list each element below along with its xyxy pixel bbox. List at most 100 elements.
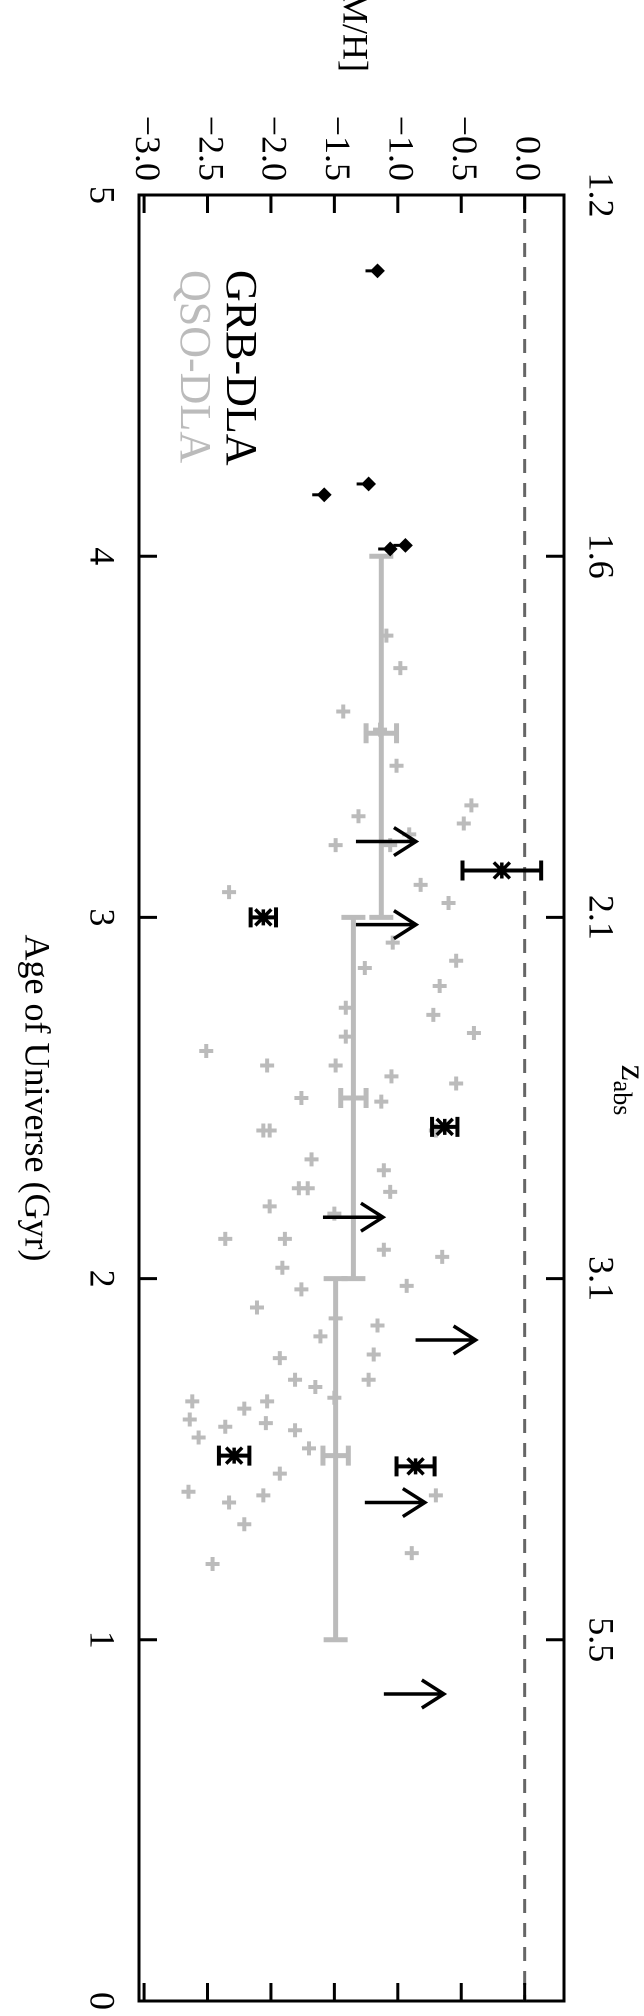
qso-bin	[323, 1276, 348, 1643]
qso-point	[262, 1199, 277, 1214]
qso-point	[466, 1025, 481, 1040]
qso-point	[185, 1394, 200, 1409]
grb-lower-limit	[355, 826, 420, 858]
qso-point	[262, 1123, 277, 1138]
qso-point	[385, 935, 400, 950]
qso-point	[182, 1412, 197, 1427]
qso-point	[376, 1242, 391, 1257]
qso-point	[288, 1423, 303, 1438]
qso-point	[336, 704, 351, 719]
y-tick-label: −1.0	[382, 116, 422, 181]
plot-frame	[137, 193, 566, 2003]
qso-point	[277, 1231, 292, 1246]
qso-point	[258, 1416, 273, 1431]
y-tick-label: −0.5	[445, 116, 485, 181]
qso-point	[272, 1466, 287, 1481]
grb-point	[224, 1446, 244, 1465]
qso-point	[237, 1517, 252, 1532]
qso-point	[399, 1278, 414, 1293]
qso-point	[294, 1091, 309, 1105]
qso-point	[389, 758, 404, 773]
qso-point	[191, 1430, 206, 1445]
qso-point	[449, 953, 464, 968]
x2-axis-title-sub: abs	[608, 1081, 637, 1116]
qso-point	[302, 1441, 316, 1456]
grb-lower-limit	[415, 1324, 479, 1356]
x-tick-label: 0	[83, 1992, 123, 2010]
qso-point	[456, 816, 471, 831]
grb-point	[254, 908, 273, 927]
qso-point	[260, 1394, 275, 1409]
qso-point	[384, 1069, 399, 1084]
qso-point	[370, 1318, 385, 1333]
legend-label: GRB-DLA	[217, 270, 266, 466]
qso-point	[404, 1546, 419, 1561]
grb-lower-limit	[364, 1487, 429, 1519]
x2-tick-label: 5.5	[582, 1617, 622, 1662]
x-tick-label: 1	[83, 1631, 123, 1649]
qso-point	[374, 1094, 389, 1109]
x2-tick-label: 3.1	[582, 1256, 622, 1301]
qso-point	[308, 1379, 323, 1394]
qso-point	[260, 1058, 275, 1073]
qso-point	[294, 1282, 309, 1297]
qso-point	[432, 979, 447, 994]
qso-point	[272, 1351, 287, 1366]
y-tick-label: −2.5	[191, 116, 231, 181]
qso-point	[464, 798, 479, 813]
x2-tick-label: 2.1	[582, 895, 622, 940]
qso-point	[328, 838, 343, 853]
qso-point	[237, 1401, 252, 1416]
qso-point	[338, 1000, 353, 1015]
qso-point	[288, 1372, 303, 1387]
qso-point	[383, 1184, 398, 1199]
qso-point	[249, 1300, 264, 1315]
grb-lower-limit	[383, 1678, 448, 1710]
grb-point	[406, 1457, 425, 1476]
y-tick-label: −3.0	[128, 116, 168, 181]
qso-point	[376, 1163, 391, 1178]
x-tick-label: 2	[83, 1270, 123, 1288]
x-tick-label: 4	[83, 547, 123, 565]
qso-point	[300, 1181, 315, 1196]
qso-point	[222, 1495, 237, 1510]
qso-point	[338, 1029, 353, 1044]
x2-axis-title: zabs	[608, 1065, 644, 1116]
qso-point	[428, 1488, 443, 1503]
grb-point	[435, 1117, 454, 1137]
qso-point	[304, 1152, 319, 1167]
x-tick-label: 3	[83, 908, 123, 926]
x2-axis-title-main: z	[614, 1065, 644, 1081]
qso-point	[366, 1347, 381, 1362]
grb-lower-limit	[355, 909, 420, 941]
x-axis-title: Age of Universe (Gyr)	[18, 935, 58, 1262]
qso-point	[435, 1249, 450, 1264]
qso-point	[199, 1044, 214, 1059]
qso-point	[393, 661, 408, 676]
qso-point	[181, 1484, 196, 1499]
y-axis-title: [M/H]	[336, 0, 376, 72]
qso-point	[361, 1372, 376, 1387]
qso-point	[256, 1488, 271, 1503]
qso-bin-error	[363, 723, 400, 744]
qso-point	[313, 1329, 328, 1344]
rotated-plot: [M/H] Age of Universe (Gyr) zabs 5 4 3 2 1 0 1…	[18, 0, 644, 2010]
y-tick-label: −2.0	[255, 116, 295, 181]
qso-point	[449, 1076, 464, 1091]
x2-tick-label: 1.2	[582, 173, 622, 218]
x-tick-label: 5	[83, 186, 123, 204]
qso-point	[218, 1419, 233, 1434]
grb-point	[492, 861, 512, 880]
qso-bin-error	[338, 1088, 369, 1108]
qso-point	[351, 809, 366, 824]
qso-point	[426, 1007, 441, 1022]
y-tick-label: 0.0	[508, 136, 548, 181]
qso-point	[328, 1058, 343, 1073]
qso-bin	[369, 553, 394, 920]
x2-tick-label: 1.6	[582, 534, 622, 579]
qso-bin-error	[320, 1445, 351, 1466]
y-tick-label: −1.5	[318, 116, 358, 181]
legend-label: QSO-DLA	[171, 270, 220, 463]
qso-point	[275, 1260, 290, 1275]
